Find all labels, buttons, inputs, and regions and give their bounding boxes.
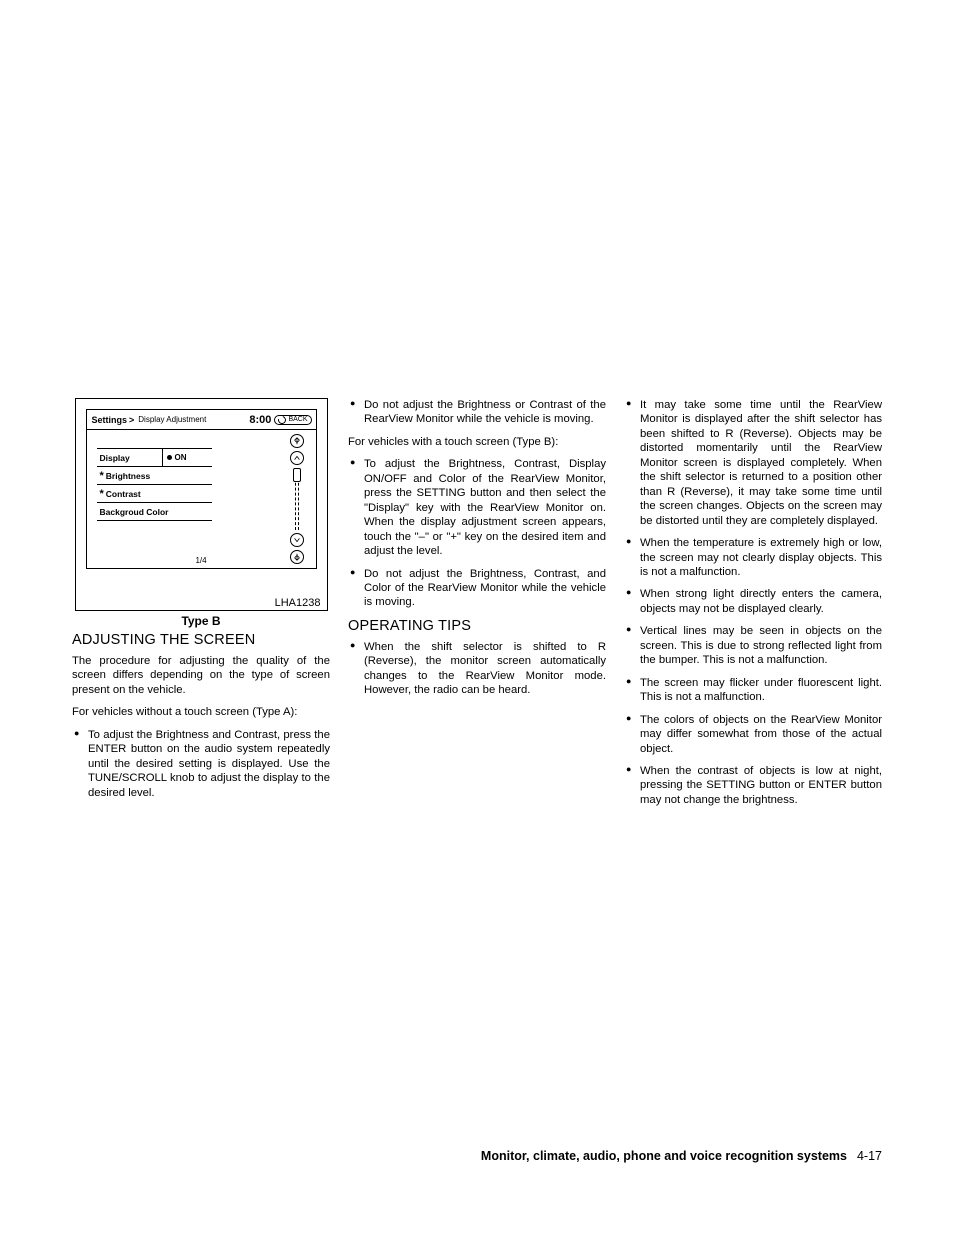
menu-row-display[interactable]: Display ON [97, 449, 212, 467]
bullet-item: The colors of objects on the RearView Mo… [624, 713, 882, 756]
screen-header: Settings > Display Adjustment 8:00 BACK [87, 410, 316, 430]
column-2: Do not adjust the Brightness or Contrast… [348, 398, 606, 815]
scroll-top-button[interactable] [290, 434, 304, 448]
bullet-item: When the shift selector is shifted to R … [348, 640, 606, 698]
scroll-up-button[interactable] [290, 451, 304, 465]
menu-row-contrast[interactable]: Contrast [97, 485, 212, 503]
bullet-item: To adjust the Brightness and Contrast, p… [72, 728, 330, 800]
heading-adjusting: ADJUSTING THE SCREEN [72, 632, 330, 648]
menu-area: Display ON Brightness Contrast Backgroud… [87, 430, 316, 568]
bullet-item: Vertical lines may be seen in objects on… [624, 624, 882, 667]
bullet-item: Do not adjust the Brightness, Contrast, … [348, 567, 606, 610]
scrollbar [290, 434, 304, 564]
column-3: It may take some time until the RearView… [624, 398, 882, 815]
bullet-item: When the temperature is extremely high o… [624, 536, 882, 579]
bullet-list: Do not adjust the Brightness or Contrast… [348, 398, 606, 427]
paragraph: The procedure for adjusting the quality … [72, 654, 330, 697]
paragraph: For vehicles without a touch screen (Typ… [72, 705, 330, 719]
bullet-item: Do not adjust the Brightness or Contrast… [348, 398, 606, 427]
bullet-item: To adjust the Brightness, Contrast, Disp… [348, 457, 606, 558]
column-1: Settings > Display Adjustment 8:00 BACK … [72, 398, 330, 815]
bullet-item: When the contrast of objects is low at n… [624, 764, 882, 807]
page-footer: Monitor, climate, audio, phone and voice… [481, 1149, 882, 1163]
back-label: BACK [288, 416, 307, 423]
menu-label: Contrast [106, 489, 141, 499]
menu-row-bgcolor[interactable]: Backgroud Color [97, 503, 212, 521]
bullet-list: When the shift selector is shifted to R … [348, 640, 606, 698]
bullet-item: When strong light directly enters the ca… [624, 587, 882, 616]
column-layout: Settings > Display Adjustment 8:00 BACK … [72, 398, 882, 815]
heading-operating: OPERATING TIPS [348, 618, 606, 634]
figure-caption: Type B [72, 614, 330, 628]
screen-mockup: Settings > Display Adjustment 8:00 BACK … [86, 409, 317, 569]
footer-page-number: 4-17 [857, 1149, 882, 1163]
back-button[interactable]: BACK [274, 415, 311, 425]
bullet-item: It may take some time until the RearView… [624, 398, 882, 528]
breadcrumb-sep: > [127, 415, 136, 425]
bullet-item: The screen may flicker under fluorescent… [624, 676, 882, 705]
bullet-list: To adjust the Brightness, Contrast, Disp… [348, 457, 606, 610]
scroll-thumb[interactable] [293, 468, 301, 482]
on-label: ON [175, 453, 187, 462]
breadcrumb-leaf: Display Adjustment [136, 415, 206, 424]
breadcrumb-root: Settings [87, 415, 128, 425]
page-indicator: 1/4 [87, 556, 316, 565]
bullet-list: To adjust the Brightness and Contrast, p… [72, 728, 330, 800]
clock-label: 8:00 [249, 414, 274, 426]
paragraph: For vehicles with a touch screen (Type B… [348, 435, 606, 449]
menu-list: Display ON Brightness Contrast Backgroud… [97, 448, 212, 521]
figure-code: LHA1238 [76, 569, 327, 612]
menu-row-brightness[interactable]: Brightness [97, 467, 212, 485]
footer-section: Monitor, climate, audio, phone and voice… [481, 1149, 847, 1163]
menu-label: Brightness [106, 471, 150, 481]
figure-container: Settings > Display Adjustment 8:00 BACK … [75, 398, 328, 611]
menu-label: Backgroud Color [100, 507, 169, 517]
menu-label: Display [100, 453, 130, 463]
on-dot-icon [167, 455, 172, 460]
page-content: Settings > Display Adjustment 8:00 BACK … [72, 398, 882, 1163]
scroll-down-button[interactable] [290, 533, 304, 547]
on-indicator: ON [162, 448, 191, 466]
bullet-list: It may take some time until the RearView… [624, 398, 882, 807]
